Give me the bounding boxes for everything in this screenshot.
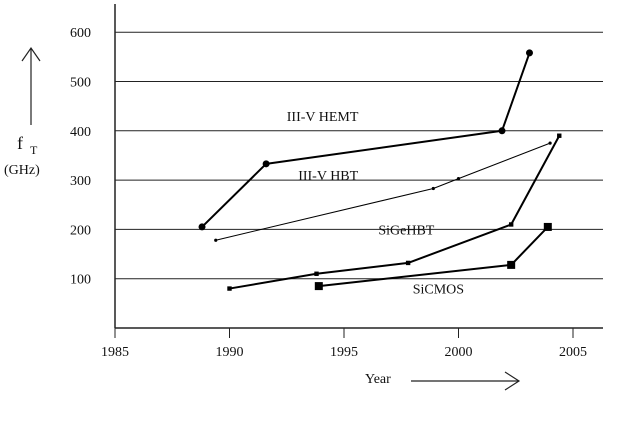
y-axis-label-subscript: T xyxy=(30,143,38,157)
series-2-point-2 xyxy=(405,260,411,266)
series-1-point-3 xyxy=(548,141,552,145)
tick-labels: 100 200 300 400 500 600 1985 1990 1995 2000 2005 xyxy=(70,26,587,360)
series-lines xyxy=(198,49,562,291)
series-3-point-2 xyxy=(543,222,552,231)
series-0-point-2 xyxy=(498,127,506,135)
y-axis-unit: (GHz) xyxy=(4,163,40,178)
series-2-point-0 xyxy=(227,286,232,291)
series-labels: III-V HEMT III-V HBT SiGeHBT SiCMOS xyxy=(287,110,464,298)
series-2-label: SiGeHBT xyxy=(378,223,434,238)
x-axis-label: Year xyxy=(365,372,391,387)
series-0-point-1 xyxy=(262,160,270,168)
series-1-point-2 xyxy=(456,177,461,181)
axes xyxy=(114,4,603,338)
x-tick-1990: 1990 xyxy=(216,345,244,360)
x-tick-2000: 2000 xyxy=(445,345,473,360)
grid-lines xyxy=(115,31,603,280)
x-tick-1995: 1995 xyxy=(330,345,358,360)
series-0-line xyxy=(201,51,531,228)
series-2-point-1 xyxy=(314,271,319,276)
y-tick-200: 200 xyxy=(70,223,91,238)
series-3-label: SiCMOS xyxy=(413,282,464,297)
y-tick-500: 500 xyxy=(70,76,91,91)
series-3-point-0 xyxy=(314,282,323,291)
series-2-point-4 xyxy=(557,133,562,138)
y-axis-arrow-head xyxy=(21,46,41,62)
series-2-point-3 xyxy=(508,222,514,227)
y-axis-label-main: f xyxy=(17,133,23,153)
y-tick-300: 300 xyxy=(70,174,91,189)
series-0-point-3 xyxy=(525,49,533,57)
y-tick-400: 400 xyxy=(70,125,91,140)
y-tick-100: 100 xyxy=(70,273,91,288)
x-tick-2005: 2005 xyxy=(559,345,587,360)
series-0-label: III-V HEMT xyxy=(287,110,359,125)
series-1-point-0 xyxy=(214,238,218,242)
series-1-label: III-V HBT xyxy=(298,169,358,184)
series-1-point-1 xyxy=(431,186,435,191)
x-axis-arrow-head xyxy=(504,371,521,391)
series-0-point-0 xyxy=(198,223,206,231)
series-3-point-1 xyxy=(507,260,516,269)
series-1-line xyxy=(215,142,551,241)
x-tick-1985: 1985 xyxy=(101,345,129,360)
y-tick-600: 600 xyxy=(70,26,91,41)
